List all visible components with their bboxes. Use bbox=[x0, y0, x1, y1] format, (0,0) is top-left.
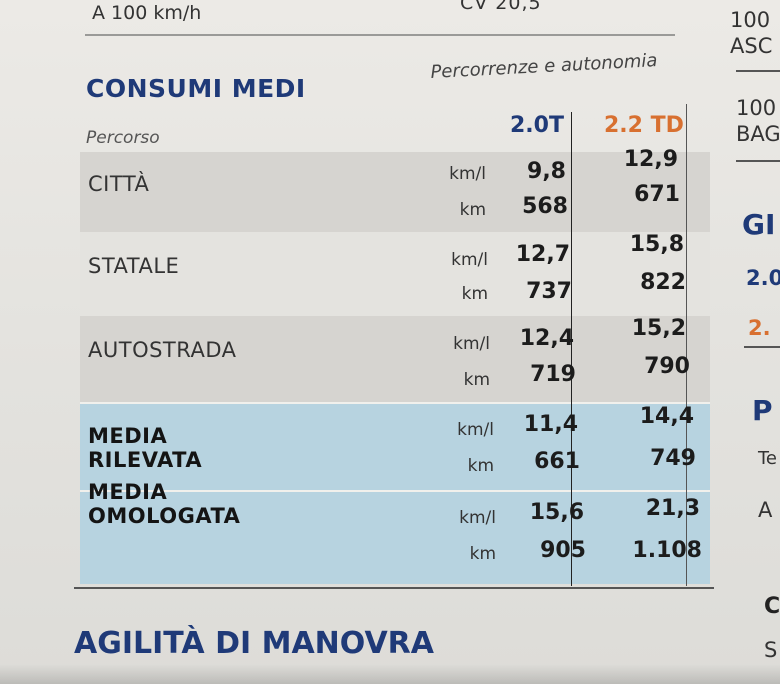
unit-label: km/l bbox=[457, 420, 494, 440]
value-2-0t: 15,6 bbox=[529, 500, 584, 525]
bottom-divider bbox=[74, 587, 714, 589]
column-divider bbox=[571, 112, 572, 586]
page-shadow bbox=[0, 664, 780, 684]
value-2-0t: 719 bbox=[530, 362, 576, 387]
adjacent-divider bbox=[744, 346, 780, 348]
value-2-2td: 822 bbox=[640, 270, 686, 295]
value-2-2td: 15,2 bbox=[631, 316, 686, 341]
section-subtitle: Percorrenze e autonomia bbox=[430, 50, 658, 83]
row-label-media-omologata: MEDIA OMOLOGATA bbox=[88, 480, 241, 528]
adjacent-heading: GI bbox=[742, 208, 776, 241]
row-header-percorso: Percorso bbox=[86, 128, 160, 148]
adjacent-text: 100 bbox=[736, 96, 777, 120]
unit-label: km/l bbox=[453, 334, 490, 354]
column-header-2-2td: 2.2 TD bbox=[604, 113, 684, 138]
adjacent-text: 2.0 bbox=[746, 266, 780, 290]
value-2-0t: 661 bbox=[534, 449, 580, 474]
value-2-2td: 12,9 bbox=[623, 147, 678, 172]
row-label-citta: CITTÀ bbox=[88, 172, 150, 196]
adjacent-heading: C bbox=[764, 594, 780, 619]
row-label-statale: STATALE bbox=[88, 254, 180, 278]
unit-label: km bbox=[461, 284, 488, 304]
section-title: CONSUMI MEDI bbox=[86, 74, 306, 103]
adjacent-text: ASC bbox=[730, 34, 773, 58]
adjacent-divider bbox=[736, 160, 780, 162]
adjacent-column-cropped: 100 ASC 100 BAG GI 2.0 2. P Te A C S bbox=[722, 0, 780, 684]
adjacent-text: A bbox=[758, 498, 773, 522]
unit-label: km bbox=[463, 370, 490, 390]
value-2-2td: 790 bbox=[644, 354, 690, 379]
row-label-media-rilevata: MEDIA RILEVATA bbox=[88, 424, 203, 472]
adjacent-heading: P bbox=[752, 394, 773, 427]
adjacent-text: 2. bbox=[748, 316, 771, 340]
unit-label: km bbox=[469, 544, 496, 564]
row-band-autostrada bbox=[80, 316, 710, 402]
unit-label: km bbox=[459, 200, 486, 220]
adjacent-divider bbox=[736, 70, 780, 72]
row-separator bbox=[80, 402, 710, 404]
adjacent-text: BAG bbox=[736, 122, 780, 146]
value-2-2td: 671 bbox=[634, 182, 680, 207]
value-2-2td: 1.108 bbox=[632, 538, 702, 563]
row-separator bbox=[80, 490, 710, 492]
unit-label: km bbox=[467, 456, 494, 476]
value-2-2td: 749 bbox=[650, 446, 696, 471]
top-cut-label: CV 20,5 bbox=[460, 0, 542, 14]
row-band-statale bbox=[80, 232, 710, 316]
adjacent-text: S bbox=[764, 638, 778, 662]
value-2-2td: 14,4 bbox=[639, 404, 694, 429]
row-label-autostrada: AUTOSTRADA bbox=[88, 338, 237, 362]
unit-label: km/l bbox=[459, 508, 496, 528]
column-header-2-0t: 2.0T bbox=[510, 113, 564, 138]
top-divider bbox=[85, 34, 675, 36]
adjacent-text: 100 bbox=[730, 8, 771, 32]
value-2-0t: 737 bbox=[526, 279, 572, 304]
value-2-0t: 11,4 bbox=[523, 412, 578, 437]
unit-label: km/l bbox=[451, 250, 488, 270]
next-section-title: AGILITÀ DI MANOVRA bbox=[74, 626, 434, 661]
value-2-2td: 21,3 bbox=[645, 496, 700, 521]
value-2-0t: 9,8 bbox=[527, 159, 566, 184]
column-divider bbox=[686, 104, 687, 586]
row-band-citta bbox=[80, 152, 710, 232]
value-2-0t: 905 bbox=[540, 538, 586, 563]
value-2-0t: 12,7 bbox=[515, 242, 570, 267]
top-speed-label: A 100 km/h bbox=[92, 2, 202, 24]
unit-label: km/l bbox=[449, 164, 486, 184]
value-2-2td: 15,8 bbox=[629, 232, 684, 257]
adjacent-text: Te bbox=[758, 448, 778, 469]
row-band-media-omologata bbox=[80, 492, 710, 584]
value-2-0t: 12,4 bbox=[519, 326, 574, 351]
row-band-media-rilevata bbox=[80, 404, 710, 490]
value-2-0t: 568 bbox=[522, 194, 568, 219]
